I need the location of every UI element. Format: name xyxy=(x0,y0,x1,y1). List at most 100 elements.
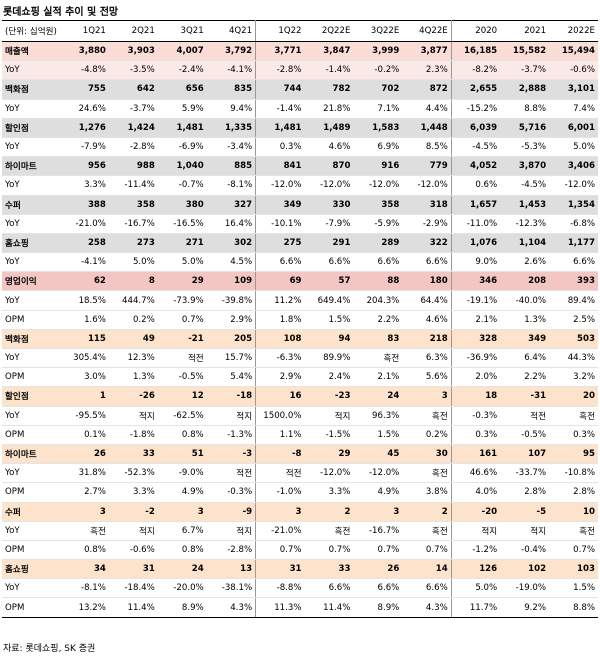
cell: -1.4% xyxy=(304,60,354,81)
cell: 적전 xyxy=(500,406,550,426)
cell: 1.5% xyxy=(353,425,403,445)
cell: 870 xyxy=(304,156,354,177)
cell: -0.6% xyxy=(549,60,598,81)
cell: 9.0% xyxy=(451,252,501,273)
cell: -3.4% xyxy=(206,137,257,158)
cell: 2,888 xyxy=(500,79,550,100)
cell: 2.9% xyxy=(206,310,257,330)
cell: 26 xyxy=(60,444,109,465)
cell: 0.7% xyxy=(255,540,305,561)
unit-label: (단위: 십억원) xyxy=(2,20,60,42)
cell: 1.6% xyxy=(60,310,109,330)
cell: 3,877 xyxy=(402,41,452,62)
cell: -12.0% xyxy=(304,463,354,484)
cell: 13 xyxy=(206,559,257,580)
cell: 1,448 xyxy=(402,118,452,138)
cell: -31 xyxy=(500,386,550,407)
column-header: 2021 xyxy=(500,20,550,42)
cell: 2.8% xyxy=(549,482,598,503)
cell: 33 xyxy=(304,559,354,580)
cell: 21.8% xyxy=(304,99,354,119)
cell: 208 xyxy=(500,271,550,292)
column-header: 3Q21 xyxy=(157,20,207,42)
cell: -5.3% xyxy=(500,137,550,158)
cell: 0.6% xyxy=(451,175,501,196)
cell: 0.1% xyxy=(60,425,109,445)
column-header: 4Q21 xyxy=(206,20,257,42)
cell: 444.7% xyxy=(108,290,158,311)
cell: 6.6% xyxy=(255,252,305,273)
cell: -12.0% xyxy=(255,175,305,196)
cell: 18.5% xyxy=(60,290,109,311)
cell: 4.4% xyxy=(402,99,452,119)
cell: 1,453 xyxy=(500,195,550,215)
cell: 6.6% xyxy=(304,252,354,273)
cell: 1,040 xyxy=(157,156,207,177)
cell: 15.7% xyxy=(206,348,257,369)
cell: 11.7% xyxy=(451,597,501,618)
cell: -2 xyxy=(108,502,158,522)
cell: 14 xyxy=(402,559,452,580)
cell: 0.8% xyxy=(157,425,207,445)
row-label: YoY xyxy=(2,290,60,311)
cell: -2.8% xyxy=(206,540,257,561)
cell: -12.0% xyxy=(353,463,403,484)
cell: 218 xyxy=(402,329,452,350)
cell: 1.5% xyxy=(549,578,598,599)
cell: 1 xyxy=(60,386,109,407)
cell: 3.8% xyxy=(402,482,452,503)
cell: 3,999 xyxy=(353,41,403,62)
column-header: 2022E xyxy=(549,20,598,42)
cell: 1,354 xyxy=(549,195,598,215)
cell: 835 xyxy=(206,79,257,100)
cell: -8.1% xyxy=(206,175,257,196)
cell: -7.9% xyxy=(304,214,354,234)
cell: 7.1% xyxy=(353,99,403,119)
cell: 96.3% xyxy=(353,406,403,426)
cell: 4.3% xyxy=(402,597,452,618)
cell: 358 xyxy=(353,195,403,215)
column-header: 2Q22E xyxy=(304,20,354,42)
table-row: 수퍼 388 358 380 327 349 330 358 318 1,657 1,453 1,35… xyxy=(2,195,598,215)
header-row: (단위: 십억원) 1Q21 2Q21 3Q21 4Q21 1Q22 2Q22E 3Q22E 4… xyxy=(2,20,598,42)
cell: 0.3% xyxy=(451,425,501,445)
cell: -16.7% xyxy=(353,521,403,541)
cell: -4.1% xyxy=(206,60,257,81)
cell: 11.3% xyxy=(255,597,305,618)
cell: -0.5% xyxy=(157,367,207,388)
cell: -12.0% xyxy=(402,175,452,196)
table-row: 할인점 1 -26 12 -18 16 -23 24 3 18 -31 20 xyxy=(2,386,598,407)
cell: 305.4% xyxy=(60,348,109,369)
cell: -12.0% xyxy=(353,175,403,196)
cell: -0.5% xyxy=(500,425,550,445)
cell: 흑전 xyxy=(549,521,598,541)
cell: 64.4% xyxy=(402,290,452,311)
cell: 779 xyxy=(402,156,452,177)
cell: 29 xyxy=(304,444,354,465)
cell: 6.3% xyxy=(402,348,452,369)
cell: -7.9% xyxy=(60,137,109,158)
cell: 31 xyxy=(255,559,305,580)
cell: -12.0% xyxy=(304,175,354,196)
cell: 349 xyxy=(500,329,550,350)
row-label: 매출액 xyxy=(2,41,60,62)
cell: 1,335 xyxy=(206,118,257,138)
table-row: YoY 24.6% -3.7% 5.9% 9.4% -1.4% 21.8% 7.1% 4.4% -… xyxy=(2,99,598,119)
row-label: 하이마트 xyxy=(2,444,60,465)
cell: 0.3% xyxy=(255,137,305,158)
table-row: YoY -4.1% 5.0% 5.0% 4.5% 6.6% 6.6% 6.6% 6.6% 9.0%… xyxy=(2,252,598,273)
cell: 4.3% xyxy=(206,597,257,618)
cell: 3,847 xyxy=(304,41,354,62)
cell: -18 xyxy=(206,386,257,407)
cell: -0.4% xyxy=(500,540,550,561)
cell: -1.0% xyxy=(255,482,305,503)
cell: 8.8% xyxy=(500,99,550,119)
cell: -8.8% xyxy=(255,578,305,599)
cell: 31.8% xyxy=(60,463,109,484)
cell: 6,039 xyxy=(451,118,501,138)
cell: 30 xyxy=(402,444,452,465)
cell: 744 xyxy=(255,79,305,100)
cell: 8.8% xyxy=(549,597,598,618)
cell: -5.9% xyxy=(353,214,403,234)
